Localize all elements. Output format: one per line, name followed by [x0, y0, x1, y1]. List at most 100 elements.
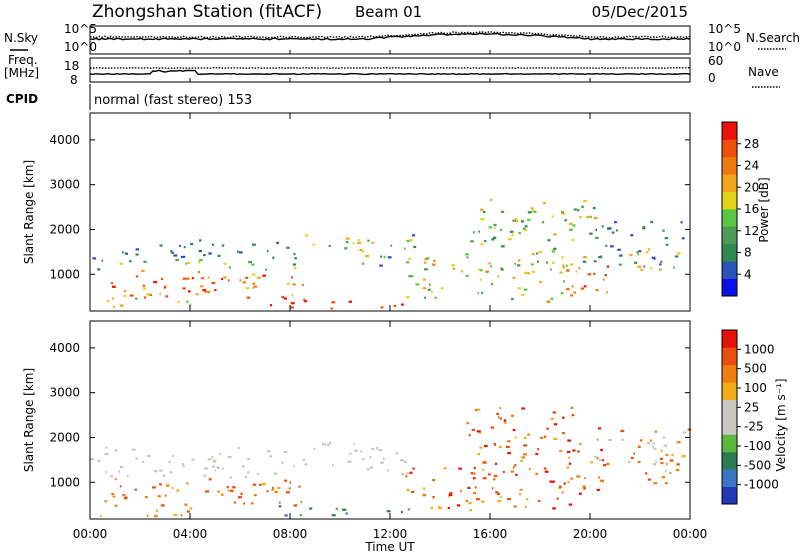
data-cell	[664, 237, 669, 240]
data-cell	[228, 279, 230, 282]
data-cell	[543, 435, 547, 438]
y-tick-label: 3000	[49, 386, 80, 400]
data-cell	[146, 293, 150, 296]
data-cell	[660, 462, 664, 465]
power-colorbar-label: Power [dB]	[757, 177, 771, 242]
data-cell	[526, 498, 529, 501]
data-cell	[652, 445, 655, 448]
colorbar-block	[722, 451, 737, 470]
data-cell	[598, 458, 602, 462]
data-cell	[344, 247, 348, 250]
data-cell	[502, 471, 505, 474]
data-cell	[517, 287, 521, 290]
data-cell	[408, 257, 411, 260]
data-cell	[640, 268, 644, 271]
data-cell	[575, 270, 578, 273]
data-cell	[401, 473, 405, 476]
data-cell	[537, 448, 540, 451]
data-cell	[412, 467, 415, 470]
data-cell	[629, 254, 633, 257]
data-cell	[252, 286, 255, 289]
data-cell	[634, 261, 638, 264]
data-cell	[432, 496, 435, 499]
data-cell	[422, 494, 427, 497]
data-cell	[653, 482, 657, 485]
data-cell	[630, 234, 634, 237]
data-cell	[500, 417, 502, 420]
data-cell	[302, 458, 305, 461]
data-cell	[651, 256, 656, 259]
data-cell	[119, 485, 122, 488]
data-cell	[365, 254, 370, 258]
y-tick-label: 4000	[49, 133, 80, 147]
data-cell	[200, 277, 205, 280]
data-cell	[664, 469, 667, 472]
colorbar-tick-label: -25	[744, 420, 764, 434]
data-cell	[460, 490, 462, 493]
colorbar-block	[722, 191, 737, 210]
colorbar-block	[722, 486, 737, 505]
data-cell	[332, 464, 334, 467]
data-cell	[571, 414, 575, 417]
colorbar-tick-label: 1000	[744, 342, 775, 356]
velocity-colorbar-ticks: 1000 500 100 25 -25 -100 -500 -1000	[737, 342, 779, 492]
data-cell	[493, 223, 497, 227]
data-cell	[135, 457, 138, 460]
data-cell	[120, 466, 124, 469]
data-cell	[476, 498, 480, 501]
data-cell	[271, 488, 275, 491]
data-cell	[523, 229, 528, 232]
velocity-y-ticks: 4000 3000 2000 1000	[49, 341, 690, 489]
data-cell	[493, 478, 496, 481]
data-cell	[559, 485, 562, 488]
data-cell	[570, 477, 573, 480]
data-cell	[97, 268, 101, 271]
data-cell	[490, 198, 493, 201]
data-cell	[274, 491, 278, 494]
data-cell	[469, 509, 472, 512]
data-cell	[470, 240, 474, 243]
data-cell	[406, 488, 410, 491]
colorbar-block	[722, 347, 737, 366]
data-cell	[477, 292, 480, 295]
data-cell	[288, 487, 291, 490]
freq-unit-label: [MHz]	[4, 66, 39, 80]
data-cell	[110, 282, 114, 285]
data-cell	[481, 500, 485, 503]
colorbar-tick-label: -100	[744, 439, 771, 453]
power-y-ticks: 4000 3000 2000 1000	[49, 133, 690, 281]
data-cell	[519, 493, 521, 496]
data-cell	[286, 246, 290, 249]
data-cell	[228, 266, 232, 269]
data-cell	[567, 439, 572, 442]
data-cell	[230, 490, 234, 493]
data-cell	[598, 256, 603, 259]
data-cell	[615, 229, 618, 232]
data-cell	[470, 472, 474, 475]
data-cell	[198, 250, 202, 253]
power-data-cells	[92, 198, 685, 310]
data-cell	[569, 228, 573, 231]
data-cell	[484, 239, 487, 243]
data-cell	[550, 268, 552, 271]
data-cell	[146, 455, 151, 458]
data-cell	[322, 443, 326, 446]
noise-right-tick-top: 10^5	[708, 22, 741, 36]
data-cell	[663, 444, 668, 447]
data-cell	[617, 248, 621, 251]
data-cell	[648, 248, 651, 251]
data-cell	[217, 490, 220, 493]
data-cell	[410, 275, 414, 278]
data-cell	[223, 262, 227, 265]
x-tick-label: 00:00	[673, 527, 708, 541]
data-cell	[354, 449, 358, 452]
colorbar-block	[722, 261, 737, 279]
data-cell	[328, 442, 332, 445]
data-cell	[371, 447, 375, 451]
data-cell	[660, 260, 663, 263]
data-cell	[654, 430, 657, 433]
data-cell	[491, 238, 495, 241]
colorbar-tick-label: 20	[744, 180, 759, 194]
data-cell	[405, 475, 408, 478]
data-cell	[191, 277, 194, 280]
